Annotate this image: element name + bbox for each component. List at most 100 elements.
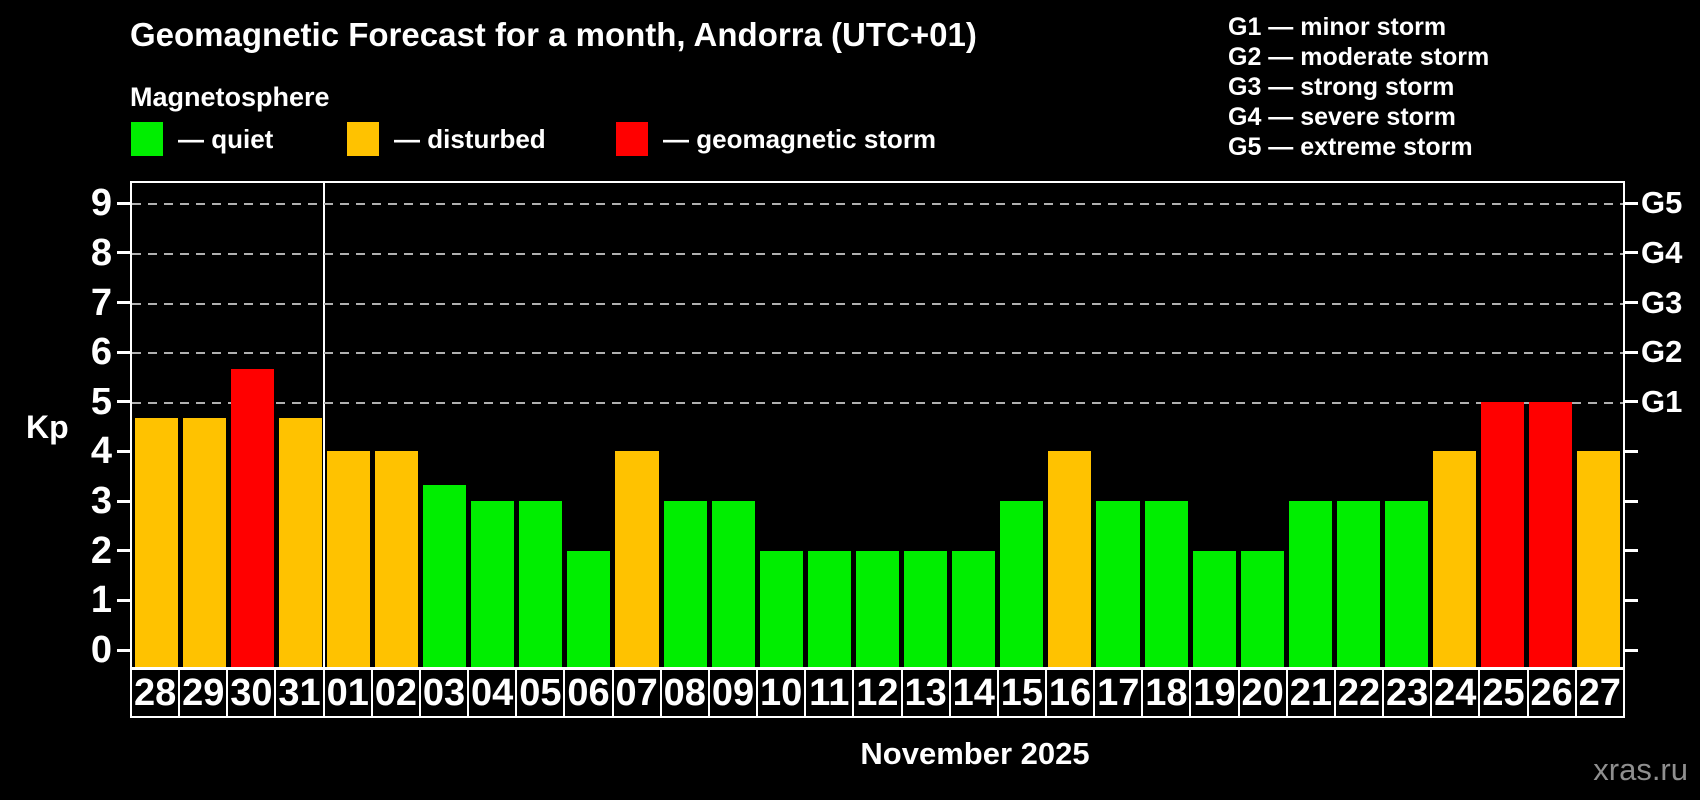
legend-label-storm: — geomagnetic storm xyxy=(663,123,937,154)
day-label-21: 21 xyxy=(1285,668,1336,718)
y-axis-label-1: 1 xyxy=(90,579,112,622)
y-axis-label-5: 5 xyxy=(90,380,112,423)
left-tick-kp-2 xyxy=(117,549,130,553)
kp-bar-day-16 xyxy=(1048,451,1092,667)
kp-bar-day-13 xyxy=(904,550,948,667)
day-label-29: 29 xyxy=(178,668,229,718)
y-axis-label-7: 7 xyxy=(90,281,112,324)
right-tick-kp-9 xyxy=(1625,201,1638,205)
kp-bar-day-12 xyxy=(855,550,900,667)
legend-label-quiet: — quiet xyxy=(178,123,274,154)
kp-bar-day-09 xyxy=(711,501,755,667)
legend-item-quiet: — quiet xyxy=(131,120,273,158)
g-legend-line-g2: G2 — moderate storm xyxy=(1228,43,1490,71)
left-tick-kp-3 xyxy=(117,499,130,503)
g-legend-line-g1: G1 — minor storm xyxy=(1228,13,1447,41)
day-label-19: 19 xyxy=(1189,668,1240,718)
kp-bar-day-31 xyxy=(278,418,322,667)
kp-bar-day-08 xyxy=(663,501,707,667)
right-tick-kp-8 xyxy=(1625,251,1638,255)
day-label-03: 03 xyxy=(418,668,470,718)
right-tick-kp-6 xyxy=(1625,350,1638,354)
left-tick-kp-9 xyxy=(117,201,130,205)
kp-bar-day-30 xyxy=(230,368,274,667)
day-label-02: 02 xyxy=(370,668,421,718)
kp-bar-day-27 xyxy=(1577,451,1621,667)
day-label-05: 05 xyxy=(515,668,566,718)
day-label-01: 01 xyxy=(322,668,373,718)
kp-bar-day-28 xyxy=(134,418,178,667)
chart-title: Geomagnetic Forecast for a month, Andorr… xyxy=(130,16,977,53)
kp-bar-day-21 xyxy=(1288,501,1332,667)
g-legend-line-g3: G3 — strong storm xyxy=(1228,73,1455,101)
y-axis-label-6: 6 xyxy=(90,331,112,374)
y-axis-label-9: 9 xyxy=(90,182,112,225)
kp-bar-day-19 xyxy=(1192,550,1236,667)
gridline-kp-7 xyxy=(132,302,1623,305)
kp-bar-day-20 xyxy=(1240,550,1284,667)
left-tick-kp-1 xyxy=(117,598,130,602)
day-label-10: 10 xyxy=(756,668,807,718)
day-label-15: 15 xyxy=(996,668,1047,718)
gridline-kp-5 xyxy=(132,401,1623,404)
day-label-30: 30 xyxy=(226,668,277,718)
day-label-18: 18 xyxy=(1141,668,1192,718)
right-tick-kp-0 xyxy=(1625,648,1638,652)
kp-bar-day-15 xyxy=(1000,501,1044,667)
day-label-31: 31 xyxy=(274,668,325,718)
g-axis-label-g2: G2 xyxy=(1641,334,1683,370)
kp-bar-day-23 xyxy=(1385,501,1429,667)
kp-bar-day-06 xyxy=(567,550,611,667)
right-tick-kp-2 xyxy=(1625,549,1638,553)
gridline-kp-8 xyxy=(132,252,1623,255)
day-label-04: 04 xyxy=(467,668,518,718)
g-axis-label-g3: G3 xyxy=(1641,284,1683,320)
right-tick-kp-5 xyxy=(1625,400,1638,404)
g-scale-legend: G1 — minor storm G2 — moderate storm G3 … xyxy=(1228,12,1489,162)
gridline-kp-6 xyxy=(132,352,1623,355)
right-tick-kp-7 xyxy=(1625,301,1638,305)
kp-bar-day-03 xyxy=(423,484,467,667)
g-axis-label-g4: G4 xyxy=(1641,234,1683,270)
kp-bar-day-25 xyxy=(1481,401,1525,667)
legend-item-storm: — geomagnetic storm xyxy=(616,120,936,158)
y-axis-label-2: 2 xyxy=(90,529,112,572)
kp-bar-day-14 xyxy=(952,550,996,667)
day-label-16: 16 xyxy=(1044,668,1096,718)
kp-bar-day-02 xyxy=(374,451,419,667)
month-boundary-line xyxy=(323,183,326,667)
day-label-14: 14 xyxy=(948,668,999,718)
kp-bar-day-04 xyxy=(471,501,515,667)
right-tick-kp-4 xyxy=(1625,449,1638,453)
storm-color-swatch xyxy=(616,122,648,156)
day-label-25: 25 xyxy=(1478,668,1529,718)
kp-bar-day-18 xyxy=(1144,501,1188,667)
left-tick-kp-0 xyxy=(117,648,130,652)
day-label-24: 24 xyxy=(1430,668,1481,718)
kp-bar-day-11 xyxy=(807,550,851,667)
y-axis-label-8: 8 xyxy=(90,231,112,274)
kp-bar-day-17 xyxy=(1096,501,1140,667)
left-tick-kp-7 xyxy=(117,301,130,305)
right-tick-kp-3 xyxy=(1625,499,1638,503)
disturbed-color-swatch xyxy=(347,122,379,156)
kp-bar-day-01 xyxy=(326,451,370,667)
day-label-12: 12 xyxy=(852,668,903,718)
day-label-20: 20 xyxy=(1237,668,1288,718)
y-axis-label-4: 4 xyxy=(90,430,112,473)
g-axis-label-g1: G1 xyxy=(1641,383,1683,419)
left-tick-kp-5 xyxy=(117,400,130,404)
y-axis-label-3: 3 xyxy=(90,480,112,523)
kp-bar-day-26 xyxy=(1529,401,1573,667)
kp-axis-title: Kp xyxy=(26,409,69,445)
day-label-17: 17 xyxy=(1093,668,1144,718)
chart-subtitle: Magnetosphere xyxy=(130,82,330,112)
g-legend-line-g5: G5 — extreme storm xyxy=(1228,133,1473,161)
y-axis-label-0: 0 xyxy=(90,629,112,671)
gridline-kp-9 xyxy=(132,203,1623,206)
day-label-27: 27 xyxy=(1574,668,1625,718)
kp-bar-day-29 xyxy=(182,418,226,667)
right-tick-kp-1 xyxy=(1625,598,1638,602)
legend-item-disturbed: — disturbed xyxy=(347,120,546,158)
kp-bar-day-10 xyxy=(759,550,803,667)
